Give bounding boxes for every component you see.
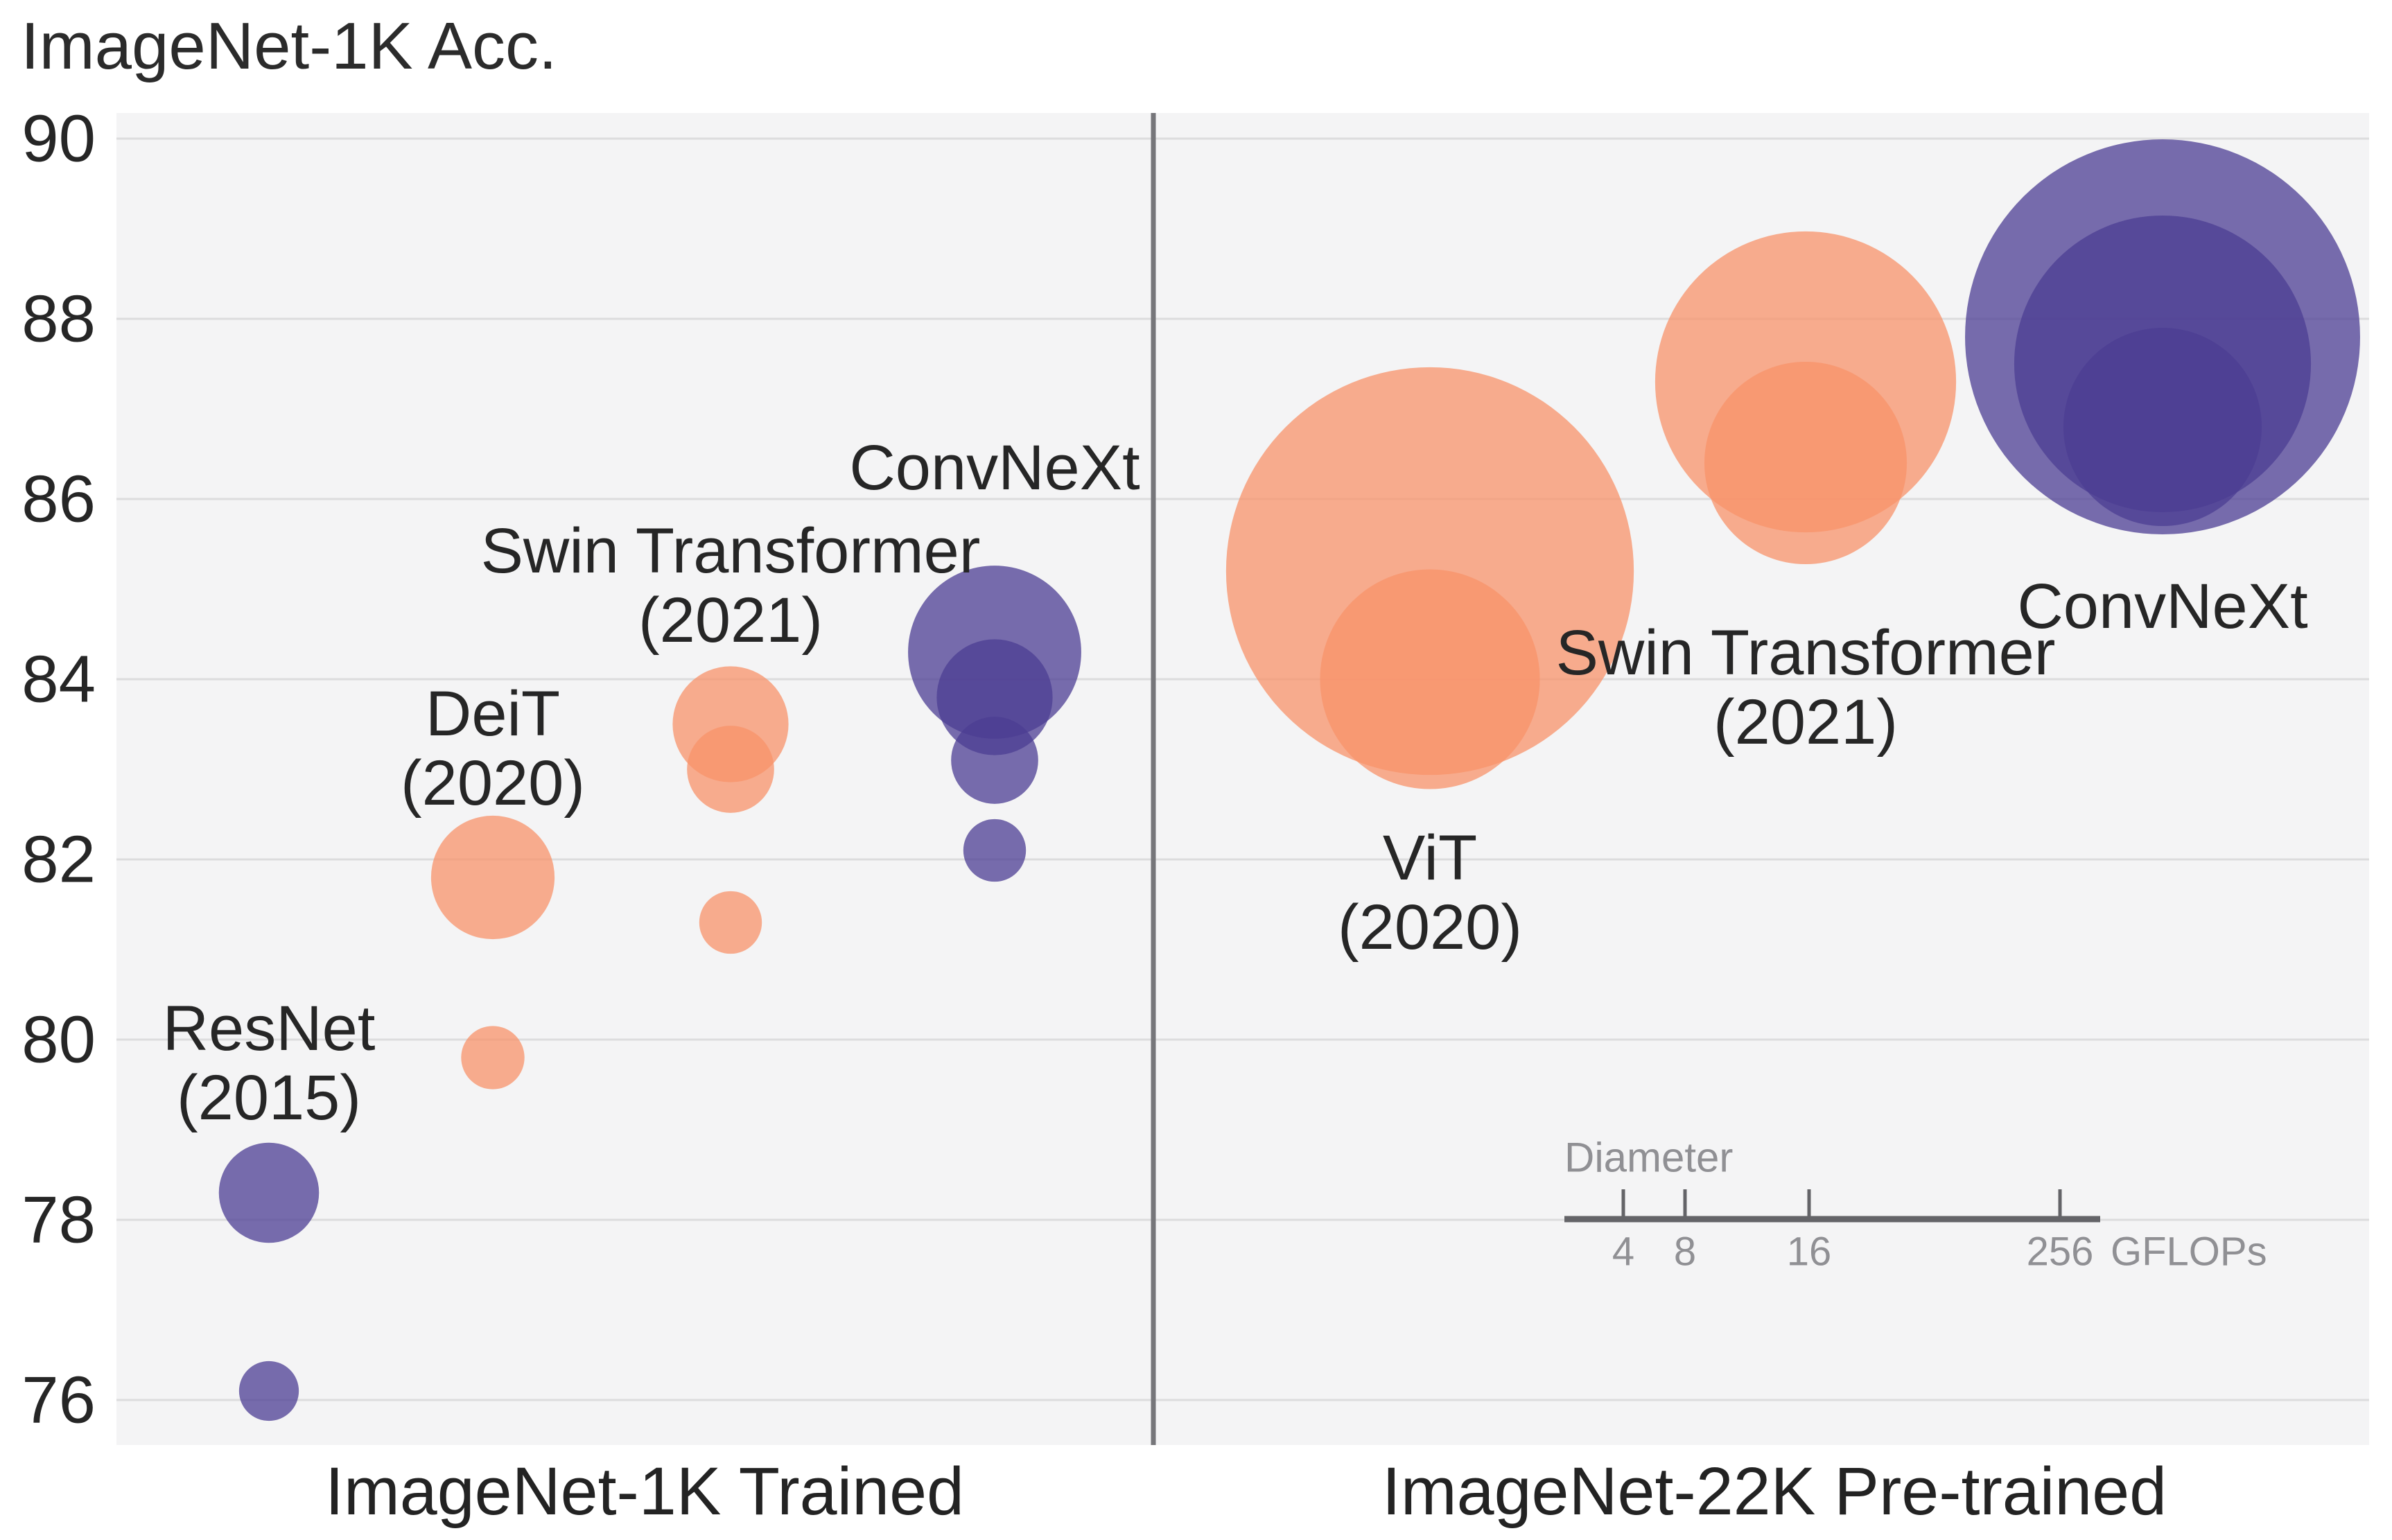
group-label-swin-transformer-year: (2021) [1713, 687, 1898, 758]
legend-title: Diameter [1564, 1135, 1733, 1181]
legend-tick-label-256: 256 [2027, 1230, 2094, 1275]
group-label-convnext: ConvNeXt [849, 432, 1140, 503]
bubble-swin-transformer-86.4 [1704, 361, 1908, 565]
group-label-resnet-year: (2015) [177, 1062, 361, 1133]
bubble-deit-81.8 [430, 815, 555, 940]
bubble-convnext-82.1 [963, 819, 1027, 882]
bubble-deit-79.8 [461, 1026, 525, 1090]
bubble-swin-transformer-81.3 [699, 891, 762, 954]
group-label-swin-transformer-year: (2021) [638, 585, 823, 656]
bubble-resnet-78.3 [218, 1142, 320, 1243]
x-axis-label-imagenet-1k-trained: ImageNet-1K Trained [325, 1453, 964, 1529]
y-tick-label-86: 86 [21, 462, 96, 536]
chart-title: ImageNet-1K Acc. [21, 9, 557, 83]
x-axis-label-imagenet-22k-pretrained: ImageNet-22K Pre-trained [1381, 1453, 2167, 1529]
bubble-swin-transformer-83 [687, 726, 774, 813]
legend-unit-label: GFLOPs [2111, 1230, 2267, 1275]
bubble-resnet-76.1 [238, 1360, 299, 1421]
group-label-vit-year: (2020) [1338, 892, 1522, 963]
group-label-resnet: ResNet [163, 993, 376, 1064]
y-tick-label-76: 76 [21, 1363, 96, 1437]
y-tick-label-78: 78 [21, 1183, 96, 1257]
bubble-convnext-86.8 [2063, 327, 2262, 527]
group-label-deit-year: (2020) [401, 748, 585, 819]
group-label-swin-transformer: Swin Transformer [1556, 618, 2056, 688]
legend-tick-label-4: 4 [1612, 1230, 1634, 1275]
legend-tick-label-8: 8 [1674, 1230, 1696, 1275]
y-tick-label-88: 88 [21, 282, 96, 356]
y-tick-label-84: 84 [21, 642, 96, 717]
y-tick-label-90: 90 [21, 102, 96, 176]
group-label-swin-transformer: Swin Transformer [481, 516, 981, 586]
bubble-vit-84 [1320, 569, 1540, 789]
bubble-convnext-83.8 [936, 639, 1053, 755]
legend-tick-label-16: 16 [1787, 1230, 1832, 1275]
group-label-vit: ViT [1383, 823, 1477, 893]
group-label-deit: DeiT [426, 679, 560, 749]
y-tick-label-80: 80 [21, 1003, 96, 1077]
y-tick-label-82: 82 [21, 823, 96, 897]
group-label-convnext: ConvNeXt [2017, 571, 2307, 642]
bubble-convnext-83.1 [951, 717, 1038, 804]
